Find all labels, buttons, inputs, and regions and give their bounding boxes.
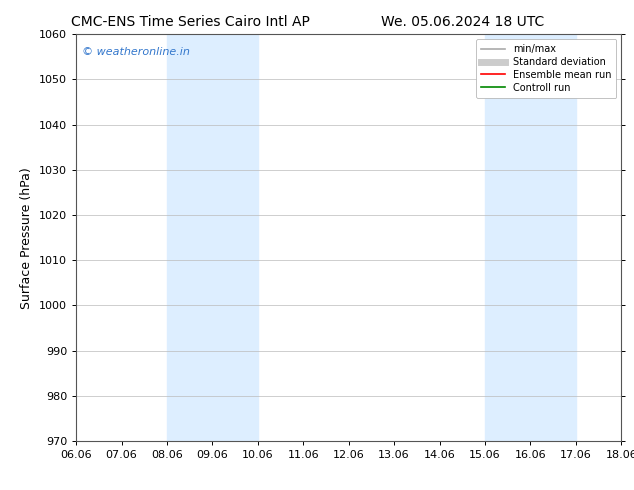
Bar	[167, 34, 258, 441]
Legend: min/max, Standard deviation, Ensemble mean run, Controll run: min/max, Standard deviation, Ensemble me…	[476, 39, 616, 98]
Bar	[485, 34, 576, 441]
Text: CMC-ENS Time Series Cairo Intl AP: CMC-ENS Time Series Cairo Intl AP	[71, 15, 309, 29]
Text: We. 05.06.2024 18 UTC: We. 05.06.2024 18 UTC	[381, 15, 545, 29]
Text: © weatheronline.in: © weatheronline.in	[82, 47, 190, 56]
Y-axis label: Surface Pressure (hPa): Surface Pressure (hPa)	[20, 167, 34, 309]
